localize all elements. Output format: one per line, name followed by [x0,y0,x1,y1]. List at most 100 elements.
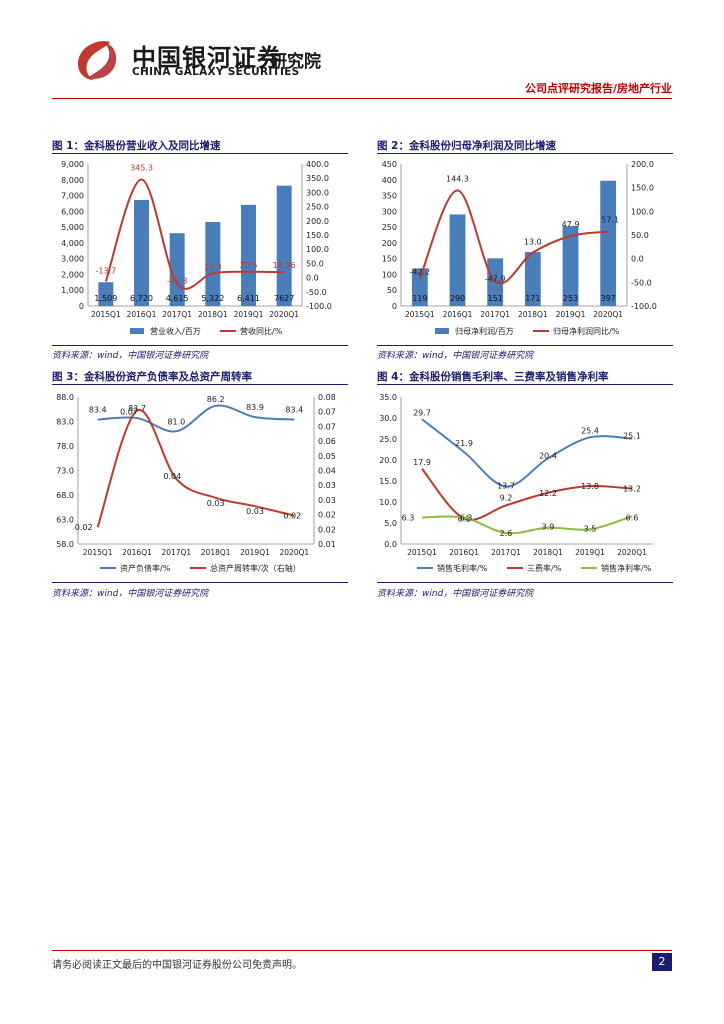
y-tick-label-right: 0.0 [306,274,319,283]
bar-data-label: 5,322 [201,294,224,303]
x-tick-label: 2015Q1 [407,548,437,557]
line-data-label: 83.4 [285,406,303,415]
figure-4-source: 资料来源：wind，中国银河证券研究院 [377,589,534,599]
line-data-label: 29.7 [413,408,431,417]
line-data-label: 13.2 [623,485,641,494]
line-data-label: 17.9 [413,458,431,467]
y-tick-label-left: 58.0 [56,540,74,549]
y-tick-label-left: 1,000 [61,286,84,295]
figure-4-title: 图 4：金科股份销售毛利率、三费率及销售净利率 [377,371,609,383]
y-tick-label-left: 73.0 [56,467,74,476]
line-data-label: 0.07 [120,408,138,417]
y-tick-label-left: 35.0 [379,393,397,402]
line-data-label: 13.7 [497,481,515,490]
y-tick-label-right: 0.06 [318,437,336,446]
line-data-label: 18.96 [273,261,296,270]
line-data-label: 0.02 [75,523,93,532]
line-data-label: 3.5 [584,524,597,533]
bar-data-label: 6,720 [130,294,153,303]
series-line [96,409,295,528]
x-tick-label: 2018Q1 [201,548,231,557]
y-tick-label-right: 150.0 [306,231,329,240]
bar-data-label: 6,411 [237,294,260,303]
line-data-label: -47.9 [485,274,506,283]
x-tick-label: 2015Q1 [83,548,113,557]
line-data-label: 47.9 [562,220,580,229]
x-tick-label: 2019Q1 [234,310,264,319]
y-tick-label-right: 250.0 [306,203,329,212]
x-tick-label: 2019Q1 [556,310,586,319]
bar [205,222,221,306]
line-data-label: 6.3 [402,514,415,523]
y-tick-label-left: 150 [382,255,397,264]
x-tick-label: 2017Q1 [161,548,191,557]
header-divider [52,98,672,99]
legend-swatch [435,328,449,334]
bar-data-label: 119 [412,294,427,303]
bar-data-label: 171 [525,294,540,303]
y-tick-label-left: 450 [382,160,397,169]
x-tick-label: 2019Q1 [240,548,270,557]
line-data-label: 13.0 [524,238,542,247]
figure-1-source: 资料来源：wind，中国银河证券研究院 [52,351,209,361]
line-data-label: -13.7 [95,266,116,275]
y-tick-label-left: 83.0 [56,418,74,427]
line-data-label: 25.4 [581,426,599,435]
y-tick-label-right: 0.02 [318,525,336,534]
line-data-label: 6.1 [458,514,471,523]
y-tick-label-right: 100.0 [306,245,329,254]
y-tick-label-right: 50.0 [306,259,324,268]
legend-label: 销售净利率/% [601,563,652,573]
y-tick-label-left: 78.0 [56,442,74,451]
bar-data-label: 1,509 [94,294,117,303]
line-data-label: 83.7 [128,404,146,413]
legend-label: 营收同比/% [240,326,283,336]
y-tick-label-right: 0.01 [318,540,336,549]
figure-3-chart: 58.0 63.0 68.0 73.0 78.0 83.0 88.0 0.01 0.02 0.02… [52,387,348,581]
x-tick-label: 2019Q1 [575,548,605,557]
galaxy-logo-icon [78,41,117,80]
y-tick-label-right: 200.0 [631,160,654,169]
line-data-label: 13.8 [581,482,599,491]
x-tick-label: 2020Q1 [617,548,647,557]
x-tick-label: 2020Q1 [269,310,299,319]
bar [562,226,579,306]
figure-1-chart: 0 1,000 2,000 3,000 4,000 5,000 6,000 7,000 8,00… [52,156,348,344]
legend-label: 营业收入/百万 [150,326,201,336]
figure-4-rule [377,384,673,385]
line-data-label: 345.3 [130,164,153,173]
line-data-label: 3.9 [542,523,555,532]
x-tick-label: 2017Q1 [480,310,510,319]
y-tick-label-left: 0.0 [384,540,397,549]
figure-3-source: 资料来源：wind，中国银河证券研究院 [52,589,209,599]
y-tick-label-left: 7,000 [61,192,84,201]
figure-1-rule [52,153,348,154]
page-header: 中国银河证券 CHINA GALAXY SECURITIES 研究院 公司点评研… [0,0,724,100]
y-tick-label-left: 4,000 [61,239,84,248]
y-tick-label-left: 8,000 [61,176,84,185]
y-tick-label-right: 0.08 [318,393,336,402]
x-tick-label: 2020Q1 [593,310,623,319]
line-data-label: 0.04 [163,472,181,481]
figure-3-rule [52,384,348,385]
y-tick-label-left: 3,000 [61,255,84,264]
y-tick-label-left: 5.0 [384,519,397,528]
institute-name: 研究院 [270,52,321,72]
bar [411,268,428,306]
y-tick-label-left: 25.0 [379,435,397,444]
figure-2-source: 资料来源：wind，中国银河证券研究院 [377,351,534,361]
line-data-label: 0.03 [246,507,264,516]
y-tick-label-left: 300 [382,207,397,216]
y-tick-label-left: 100 [382,270,397,279]
y-tick-label-right: 150.0 [631,184,654,193]
line-data-label: 9.2 [500,493,513,502]
y-tick-label-right: -100.0 [306,302,332,311]
figure-2-chart: 0 50 100 150 200 250 300 350 400 450 -100.0 -50.0 0.… [377,156,673,344]
bar [600,180,617,306]
x-tick-label: 2020Q1 [279,548,309,557]
y-tick-label-left: 0 [392,302,397,311]
y-tick-label-right: 300.0 [306,188,329,197]
y-tick-label-left: 9,000 [61,160,84,169]
y-tick-label-left: 5,000 [61,223,84,232]
y-tick-label-left: 88.0 [56,393,74,402]
